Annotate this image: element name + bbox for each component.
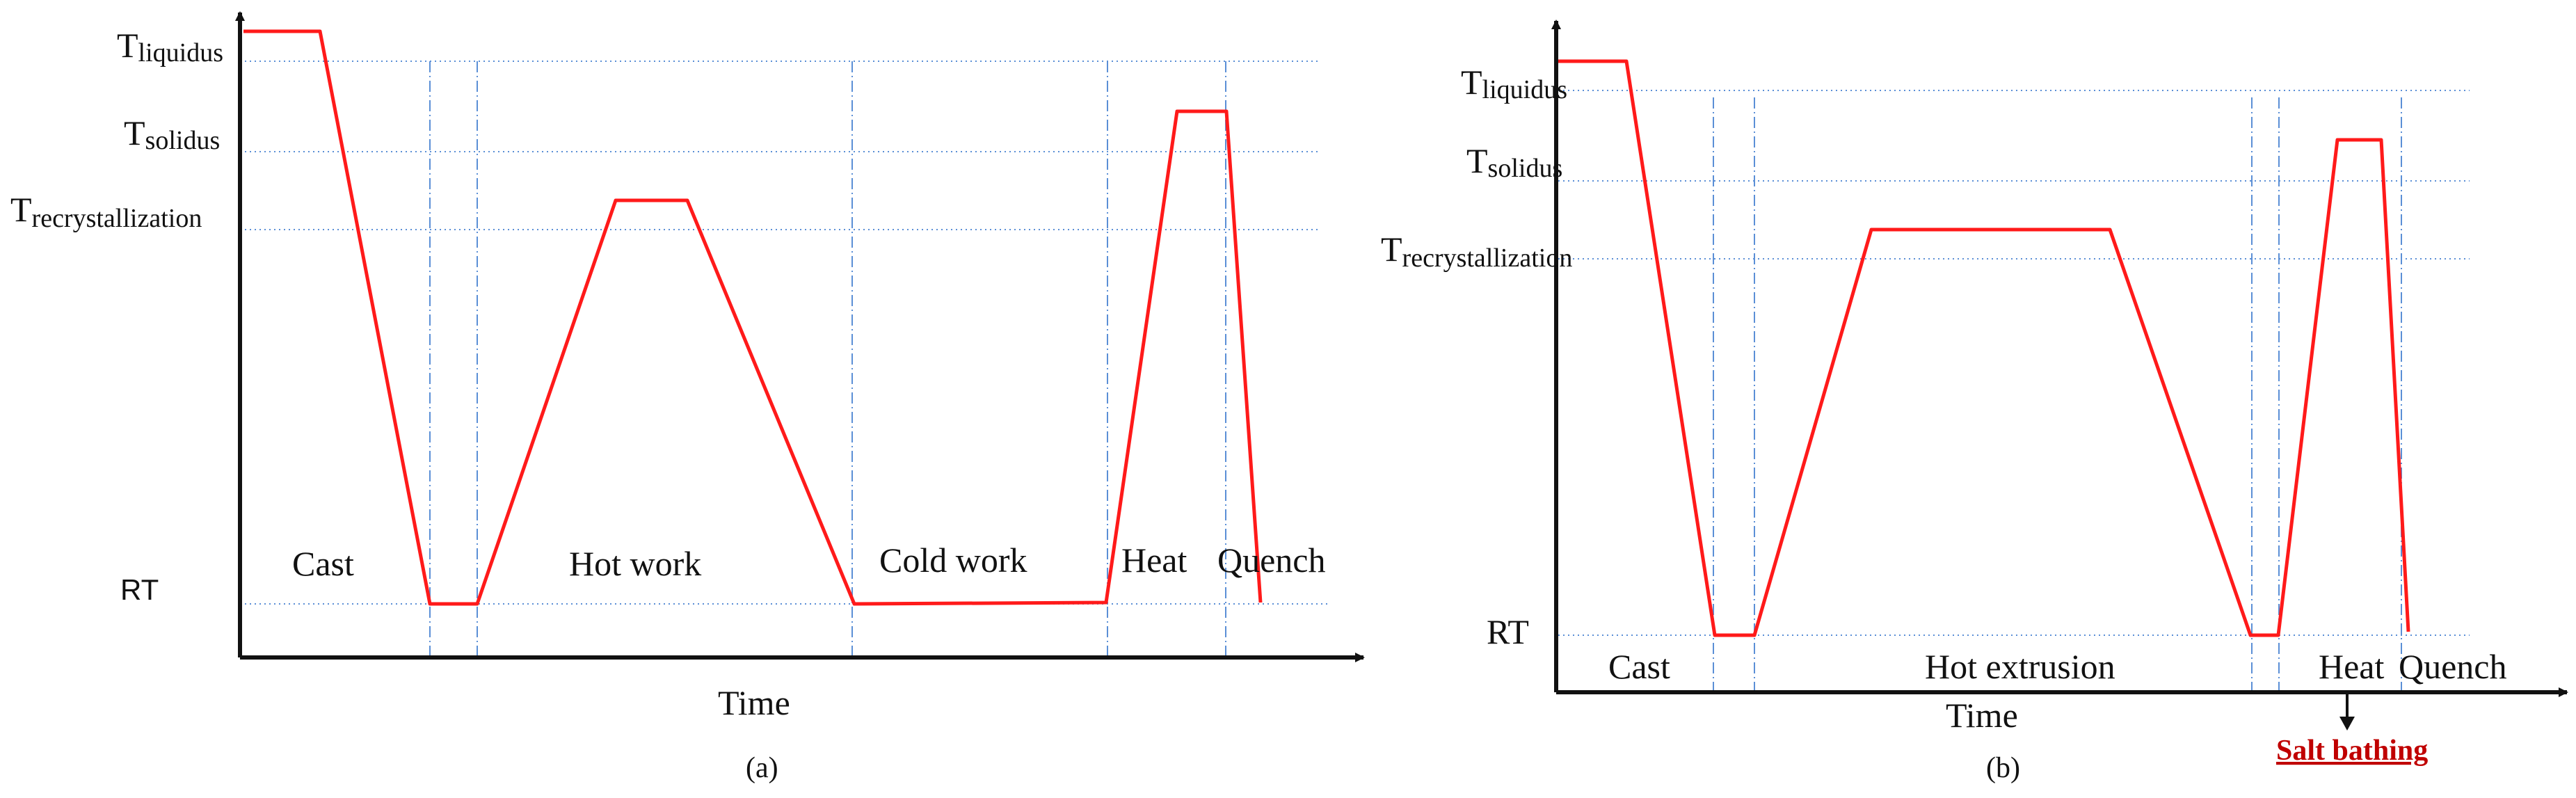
panel-a-room-temp-label: RT bbox=[120, 573, 159, 606]
panel-a-caption: (a) bbox=[746, 752, 778, 784]
panel-a-solidus-label: Tsolidus bbox=[124, 113, 220, 155]
panel-b-phase-label: Quench bbox=[2399, 647, 2507, 686]
panel-a-temperature-curve bbox=[243, 29, 1263, 606]
panel-b: Tliquidus Tsolidus Trecrystallization RT… bbox=[1381, 19, 2568, 784]
panel-b-liquidus-label: Tliquidus bbox=[1461, 63, 1567, 104]
panel-b-temperature-curve bbox=[1558, 59, 2410, 637]
panel-b-phase-label: Hot extrusion bbox=[1925, 647, 2115, 686]
panel-b-phase-label: Cast bbox=[1608, 647, 1670, 686]
down-arrow-icon bbox=[2339, 694, 2355, 731]
panel-a-phase-label: Cold work bbox=[879, 541, 1027, 580]
panel-a: Tliquidus Tsolidus Trecrystallization RT… bbox=[10, 11, 1365, 784]
panel-b-room-temp-label: RT bbox=[1487, 612, 1529, 651]
panel-a-phase-label: Heat bbox=[1121, 541, 1187, 580]
panel-b-x-axis-title: Time bbox=[1946, 696, 2018, 735]
panel-a-phase-label: Cast bbox=[292, 544, 354, 583]
panel-b-salt-bathing-label: Salt bathing bbox=[2276, 735, 2428, 767]
panel-b-caption: (b) bbox=[1986, 752, 2020, 784]
panel-b-phase-label: Heat bbox=[2319, 647, 2384, 686]
panel-b-solidus-label: Tsolidus bbox=[1466, 141, 1562, 183]
panel-a-x-axis-title: Time bbox=[718, 683, 790, 722]
panel-b-recrystallization-label: Trecrystallization bbox=[1381, 230, 1572, 273]
panel-a-recrystallization-label: Trecrystallization bbox=[10, 190, 202, 233]
panel-a-phase-label: Quench bbox=[1217, 541, 1326, 580]
panel-a-liquidus-label: Tliquidus bbox=[117, 26, 223, 67]
panel-a-phase-label: Hot work bbox=[569, 544, 701, 583]
